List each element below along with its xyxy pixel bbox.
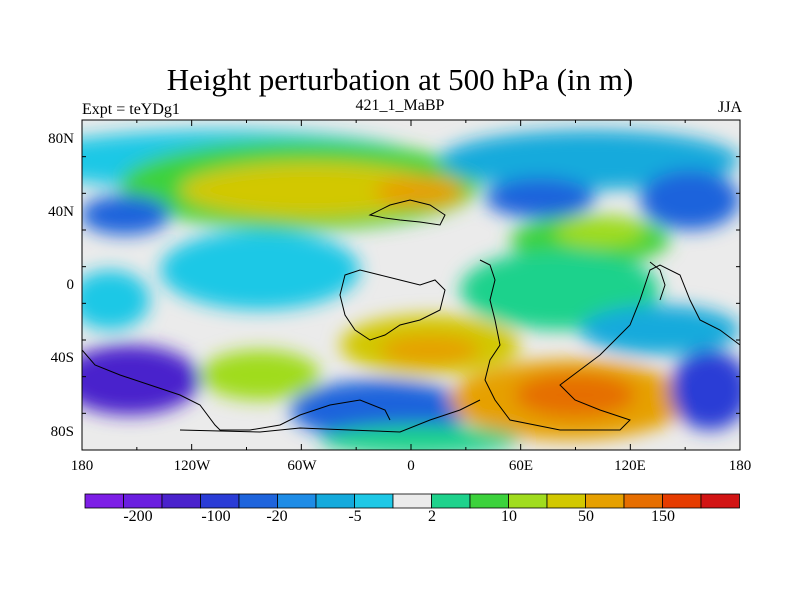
colorbar-swatch <box>84 493 124 509</box>
experiment-label: Expt = teYDg1 <box>82 101 180 118</box>
colorbar-swatch <box>623 493 663 509</box>
chart-title: Height perturbation at 500 hPa (in m) <box>166 62 634 97</box>
lat-tick-80n: 80N <box>48 131 74 147</box>
colorbar-swatch <box>392 493 432 509</box>
colorbar-swatch <box>546 493 586 509</box>
contour-fields <box>82 130 740 450</box>
colorbar-label: -100 <box>201 508 231 525</box>
colorbar <box>84 493 740 509</box>
colorbar-swatch <box>315 493 355 509</box>
colorbar-label: 10 <box>501 508 517 525</box>
colorbar-label: -5 <box>348 508 362 525</box>
season-label: JJA <box>717 99 742 116</box>
lon-tick-120w: 120W <box>173 458 211 474</box>
colorbar-label: 150 <box>651 508 675 525</box>
colorbar-label: 2 <box>428 508 436 525</box>
colorbar-label: 50 <box>578 508 594 525</box>
colorbar-swatch <box>123 493 163 509</box>
colorbar-swatch <box>200 493 240 509</box>
lon-tick-180w: 180 <box>70 458 94 474</box>
colorbar-swatch <box>469 493 509 509</box>
lat-tick-0: 0 <box>66 277 75 293</box>
lat-tick-80s: 80S <box>50 424 74 440</box>
lon-tick-180e: 180 <box>728 458 752 474</box>
colorbar-label: -20 <box>266 508 288 525</box>
colorbar-swatch <box>508 493 548 509</box>
colorbar-swatch <box>662 493 702 509</box>
colorbar-swatch <box>277 493 317 509</box>
colorbar-label: -200 <box>123 508 153 525</box>
colorbar-swatch <box>354 493 394 509</box>
coastlines <box>82 199 740 433</box>
experiment-id: 421_1_MaBP <box>355 97 445 114</box>
colorbar-swatch <box>161 493 201 509</box>
lon-tick-120e: 120E <box>614 458 646 474</box>
colorbar-swatch <box>585 493 625 509</box>
lon-tick-0: 0 <box>407 458 415 474</box>
lon-tick-60w: 60W <box>287 458 317 474</box>
lon-tick-60e: 60E <box>508 458 534 474</box>
colorbar-swatch <box>238 493 278 509</box>
colorbar-swatch <box>431 493 471 509</box>
lat-tick-40s: 40S <box>50 350 74 366</box>
axis-ticks <box>81 119 741 451</box>
colorbar-swatch <box>700 493 740 509</box>
lat-tick-40n: 40N <box>48 204 74 220</box>
